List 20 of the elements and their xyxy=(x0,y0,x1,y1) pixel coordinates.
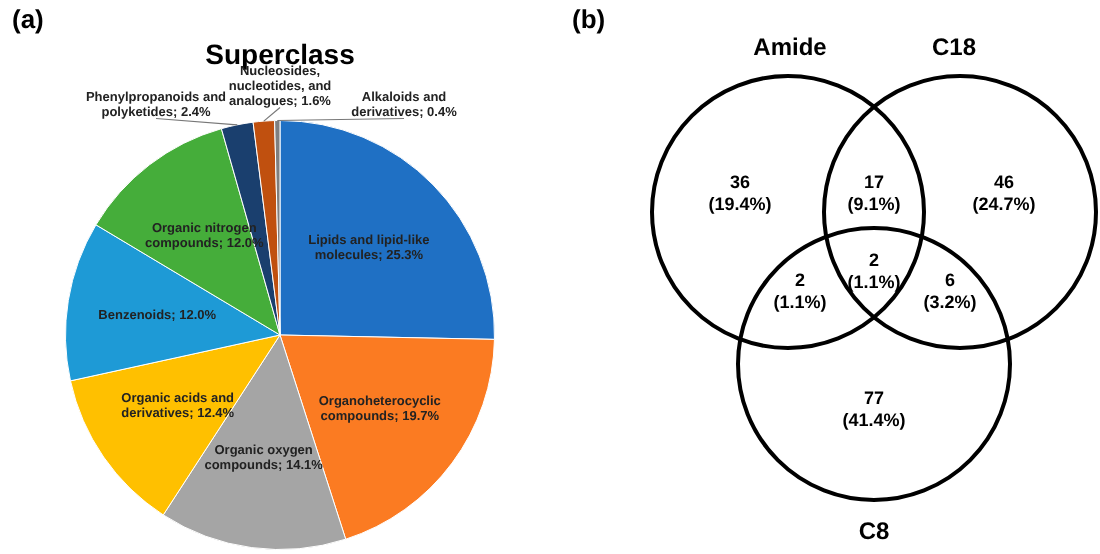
text: (41.4%) xyxy=(842,409,906,430)
text: C18 xyxy=(931,32,977,61)
data-label: 46 xyxy=(993,171,1015,192)
text: (19.4%) xyxy=(708,193,772,214)
text: (3.2%) xyxy=(923,291,977,312)
text: (1.1%) xyxy=(847,271,901,292)
data-label: 17 xyxy=(863,171,885,192)
text: (24.7%) xyxy=(972,193,1036,214)
data-label: 6 xyxy=(944,269,956,290)
data-label: 2 xyxy=(868,249,880,270)
data-label: 77 xyxy=(863,387,885,408)
text: (a) xyxy=(12,4,44,35)
text: Amide xyxy=(753,32,828,61)
text: C8 xyxy=(858,516,890,545)
text: (9.1%) xyxy=(847,193,901,214)
text: (1.1%) xyxy=(773,291,827,312)
data-label: 2 xyxy=(794,269,806,290)
text: (b) xyxy=(572,4,606,35)
chart-title: Superclass xyxy=(205,37,356,70)
data-label: 36 xyxy=(729,171,751,192)
